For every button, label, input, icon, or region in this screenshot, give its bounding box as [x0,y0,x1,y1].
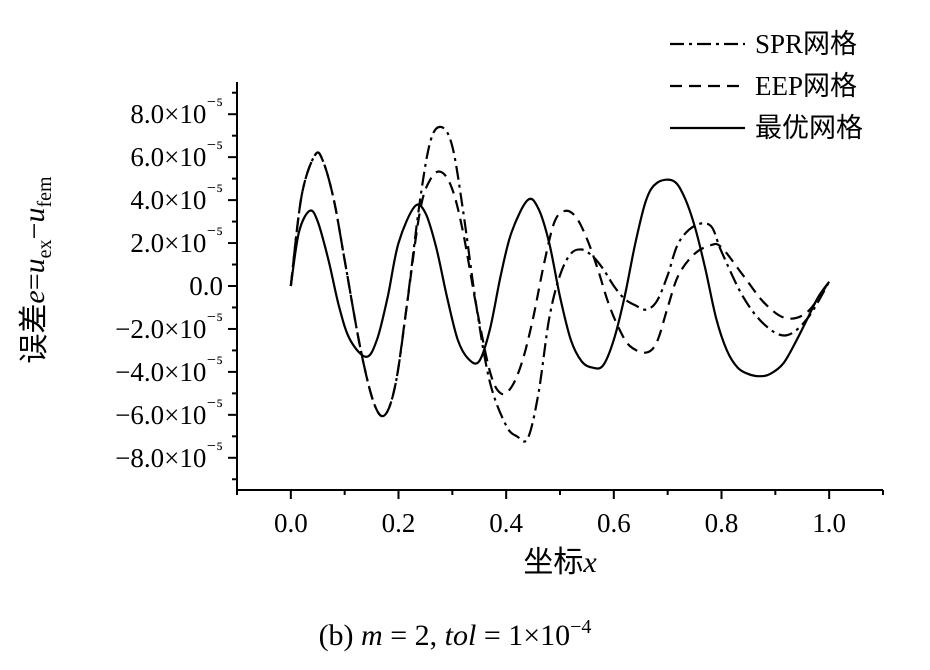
legend-label-3: 最优网格 [755,113,863,143]
x-tick-label: 0.2 [382,508,416,538]
y-tick-label: −8.0×10⁻⁵ [115,439,223,473]
caption-eq2: = 1×10 [476,619,570,652]
series-line-3 [289,178,831,378]
legend-label-1: SPR网格 [755,29,857,59]
series-group [289,125,831,443]
x-axis-label: 坐标x [523,546,597,579]
y-tick-label: 8.0×10⁻⁵ [130,95,223,129]
y-tick-label: −4.0×10⁻⁵ [115,353,223,387]
x-tick-label: 0.0 [274,508,308,538]
series-line-1 [289,125,831,443]
y-tick-label: −2.0×10⁻⁵ [115,310,223,344]
y-tick-label: 4.0×10⁻⁵ [130,181,223,215]
y-label-sub-fem: fem [34,176,56,208]
caption-eq1: = 2, [383,619,445,652]
y-label-minus: − [18,223,51,240]
x-label-prefix: 坐标 [523,546,583,579]
y-label-sub-ex: ex [34,239,56,258]
y-label-var-e: e [18,290,51,303]
y-tick-label: 6.0×10⁻⁵ [130,138,223,172]
x-tick-label: 1.0 [812,508,846,538]
y-tick-label: 2.0×10⁻⁵ [130,224,223,258]
figure-caption: (b) m = 2, tol = 1×10−4 [319,616,592,652]
x-tick-label: 0.8 [705,508,739,538]
legend-label-2: EEP网格 [755,71,857,101]
x-tick-label: 0.4 [489,508,523,538]
y-tick-label: −6.0×10⁻⁵ [115,396,223,430]
y-label-var-u2: u [18,208,51,223]
series-line-2 [289,151,831,418]
y-tick-label: 0.0 [189,271,223,301]
y-label-var-u1: u [18,258,51,273]
y-label-eq: = [18,273,51,290]
caption-tol: tol [445,619,477,652]
y-label-prefix: 误差 [18,304,51,364]
y-axis-label: 误差e=uex−ufem [18,176,56,364]
axes: 0.0 0.2 0.4 0.6 0.8 1.0 8.0×10⁻⁵ 6.0×10⁻⁵ 4.0×10… [115,82,884,538]
x-tick-label: 0.6 [597,508,631,538]
caption-exp: −4 [570,616,591,638]
caption-m: m [361,619,383,652]
x-label-var: x [582,546,597,579]
caption-tag: (b) [319,619,361,652]
